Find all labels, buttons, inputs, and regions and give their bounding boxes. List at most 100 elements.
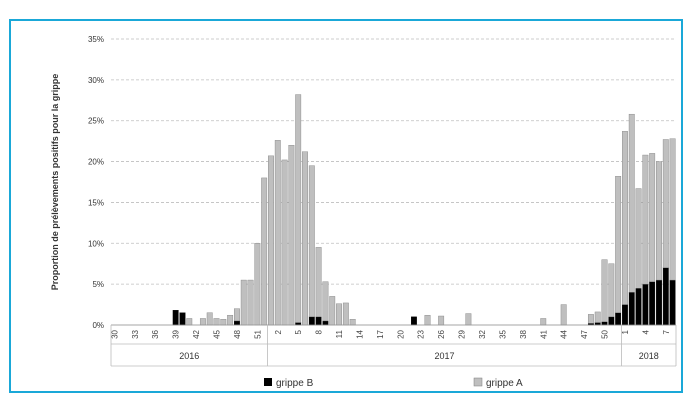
bar-grippe-a — [635, 188, 642, 289]
bar-grippe-a — [662, 139, 669, 269]
bar-grippe-b — [628, 292, 635, 326]
bar-grippe-b — [635, 288, 642, 326]
x-tick-label: 48 — [233, 329, 242, 338]
x-tick-label: 30 — [110, 329, 119, 338]
x-tick-label: 26 — [437, 329, 446, 338]
bar-grippe-a — [615, 176, 622, 313]
bar-grippe-a — [424, 314, 431, 326]
bar-grippe-a — [227, 314, 234, 326]
x-tick-label: 20 — [396, 329, 405, 338]
bar-grippe-b — [179, 312, 186, 326]
bar-grippe-a — [199, 318, 206, 326]
year-label: 2017 — [435, 351, 455, 361]
bar-grippe-a — [288, 145, 295, 326]
bar-grippe-b — [322, 320, 329, 326]
year-label: 2018 — [639, 351, 659, 361]
bar-grippe-a — [247, 279, 254, 326]
x-tick-label: 29 — [458, 329, 467, 338]
x-tick-label: 47 — [580, 329, 589, 338]
legend-label-grippe-b: grippe B — [276, 378, 314, 389]
bar-grippe-a — [234, 308, 240, 322]
x-tick-label: 1 — [621, 329, 630, 334]
y-tick-label: 35% — [88, 35, 104, 44]
bar-grippe-a — [220, 319, 227, 326]
bar-grippe-a — [254, 243, 261, 326]
bar-grippe-a — [315, 247, 322, 318]
bar-grippe-b — [601, 321, 608, 326]
frame-border — [9, 19, 683, 393]
bar-grippe-a — [608, 263, 615, 318]
y-tick-label: 10% — [88, 239, 104, 248]
x-tick-label: 42 — [192, 329, 201, 338]
bar-grippe-a — [349, 319, 356, 326]
bar-grippe-b — [410, 316, 417, 326]
y-tick-label: 25% — [88, 117, 104, 126]
bar-grippe-a — [213, 318, 220, 326]
bar-grippe-b — [172, 310, 179, 326]
year-label: 2016 — [179, 351, 199, 361]
x-tick-label: 32 — [478, 329, 487, 338]
x-tick-label: 41 — [539, 329, 548, 338]
x-tick-label: 5 — [294, 329, 303, 334]
bar-grippe-b — [656, 279, 662, 326]
bar-grippe-a — [206, 312, 213, 326]
x-tick-label: 4 — [641, 329, 650, 334]
x-tick-label: 51 — [253, 329, 262, 338]
legend-swatch-grippe-a — [473, 377, 483, 387]
bar-grippe-a — [268, 155, 274, 326]
x-tick-label: 45 — [213, 329, 222, 338]
bar-grippe-b — [234, 320, 240, 326]
y-tick-label: 30% — [88, 76, 104, 85]
bar-grippe-a — [240, 279, 247, 326]
bar-grippe-b — [662, 267, 669, 326]
bar-grippe-a — [540, 318, 547, 326]
bar-grippe-a — [594, 311, 601, 323]
bar-grippe-a — [308, 165, 315, 318]
x-tick-label: 17 — [376, 329, 385, 338]
x-tick-label: 23 — [417, 329, 426, 338]
bar-grippe-b — [308, 316, 315, 326]
y-tick-label: 15% — [88, 198, 104, 207]
bar-grippe-a — [649, 153, 656, 282]
bar-grippe-a — [186, 318, 193, 326]
bar-grippe-a — [628, 113, 635, 293]
bar-grippe-a — [281, 159, 288, 326]
x-tick-label: 38 — [519, 329, 528, 338]
bar-grippe-a — [465, 313, 472, 326]
x-tick-label: 33 — [131, 329, 140, 338]
x-tick-label: 11 — [335, 329, 344, 338]
x-tick-label: 36 — [151, 329, 160, 338]
bar-grippe-a — [295, 94, 302, 323]
bar-grippe-a — [261, 177, 268, 326]
bar-grippe-b — [608, 316, 615, 326]
bar-grippe-a — [669, 138, 676, 281]
bar-grippe-a — [601, 259, 608, 322]
x-tick-label: 35 — [498, 329, 507, 338]
bar-grippe-a — [342, 302, 349, 326]
bar-grippe-a — [438, 315, 445, 326]
bar-grippe-a — [622, 131, 628, 305]
bar-grippe-a — [329, 296, 336, 326]
bar-grippe-b — [622, 304, 628, 326]
x-tick-label: 8 — [315, 329, 324, 334]
bar-grippe-a — [322, 281, 329, 322]
bar-grippe-a — [336, 303, 342, 326]
y-tick-label: 5% — [92, 280, 104, 289]
x-tick-label: 14 — [355, 329, 364, 338]
x-tick-label: 2 — [274, 329, 283, 334]
bar-grippe-b — [669, 279, 676, 326]
bar-grippe-a — [560, 304, 567, 326]
bar-grippe-a — [587, 314, 594, 324]
bar-grippe-a — [274, 140, 281, 326]
bar-grippe-b — [315, 316, 322, 326]
x-tick-label: 7 — [662, 329, 671, 334]
legend-swatch-grippe-b — [264, 378, 272, 386]
bar-grippe-b — [642, 283, 649, 326]
x-tick-label: 50 — [601, 329, 610, 338]
x-tick-label: 44 — [560, 329, 569, 338]
y-axis-title: Proportion de prélèvements positifs pour… — [50, 74, 60, 291]
x-tick-label: 39 — [172, 329, 181, 338]
bar-grippe-a — [642, 154, 649, 285]
